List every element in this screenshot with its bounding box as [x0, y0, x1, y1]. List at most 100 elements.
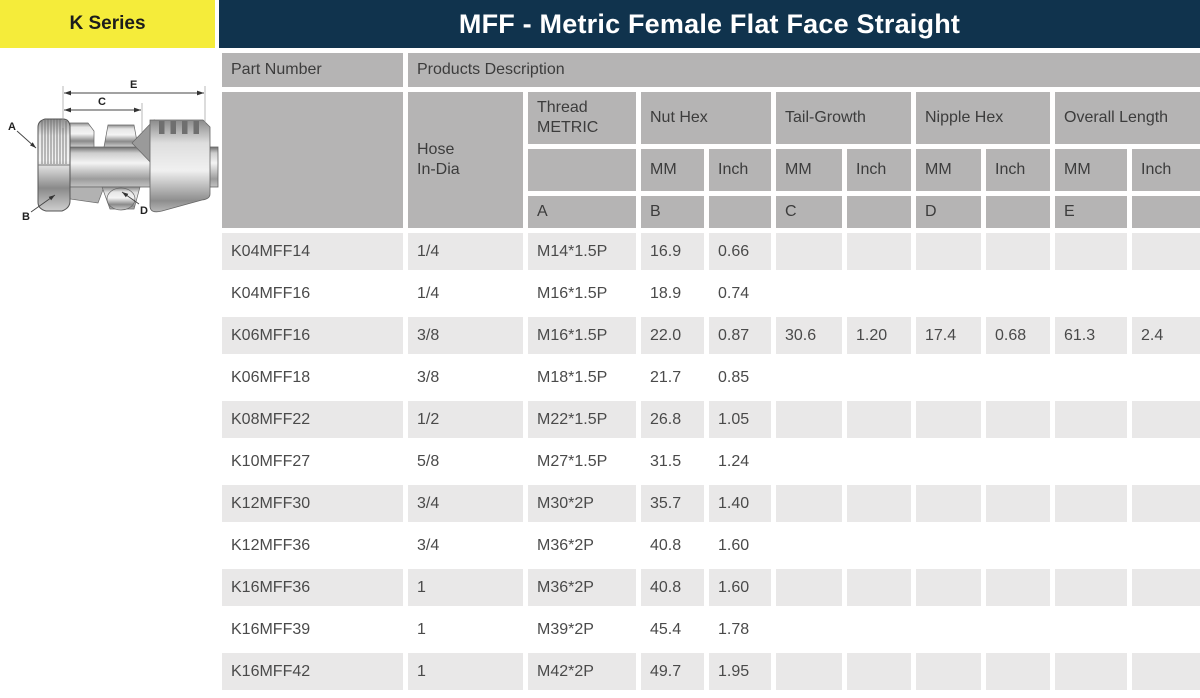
cell: 0.68: [986, 317, 1050, 354]
cell: M27*1.5P: [537, 452, 608, 470]
cell: [916, 485, 981, 522]
cell: K12MFF30: [222, 485, 403, 522]
col-group-nipple-hex: Nipple Hex: [916, 92, 1050, 144]
cell: 2.4: [1132, 317, 1200, 354]
table-body: K04MFF14 1/4 M14*1.5P 16.9 0.66 K04MFF16 1/4 M1…: [222, 233, 1200, 690]
cell: [776, 275, 842, 312]
table-row: K04MFF14 1/4 M14*1.5P 16.9 0.66: [222, 233, 1200, 270]
cell: [916, 233, 981, 270]
cell: M39*2P: [537, 620, 594, 638]
cell: [776, 443, 842, 480]
cell: 3/8: [417, 368, 440, 386]
col-header-hose-in-dia: Hose In-Dia: [408, 92, 523, 228]
cell: [986, 401, 1050, 438]
cell: K16MFF36: [222, 569, 403, 606]
cell: [1132, 611, 1200, 648]
fitting-nipple-knob: [106, 187, 136, 211]
cell: 45.4: [650, 620, 682, 638]
table-row: K16MFF39 1 M39*2P 45.4 1.78: [222, 611, 1200, 648]
cell: [1132, 359, 1200, 396]
cell: [986, 569, 1050, 606]
cell: K10MFF27: [231, 452, 311, 470]
table-row: K06MFF16 3/8 M16*1.5P 22.0 0.87 30.6 1.20 17.4 0…: [222, 317, 1200, 354]
cell: K12MFF36: [231, 536, 311, 554]
ref-letter-cell: [709, 196, 771, 228]
cell: [776, 401, 842, 438]
cell: [916, 527, 981, 564]
cell: 49.7: [641, 653, 704, 690]
col-header-unit: Inch: [847, 149, 911, 191]
table-row: K06MFF18 3/8 M18*1.5P 21.7 0.85: [222, 359, 1200, 396]
table-row: K04MFF16 1/4 M16*1.5P 18.9 0.74: [222, 275, 1200, 312]
cell: M36*2P: [537, 536, 594, 554]
cell: [847, 485, 911, 522]
cell: 16.9: [641, 233, 704, 270]
cell: [986, 233, 1050, 270]
hose-label-line1: Hose: [417, 141, 455, 158]
dim-label-a: A: [8, 121, 16, 133]
page-title: MFF - Metric Female Flat Face Straight: [458, 8, 961, 39]
cell: [986, 611, 1050, 648]
cell: [1132, 653, 1200, 690]
cell: 1.60: [709, 569, 771, 606]
series-badge-label: K Series: [69, 13, 146, 34]
cell: [1055, 653, 1127, 690]
cell: M16*1.5P: [537, 284, 608, 302]
cell: [1055, 527, 1127, 564]
cell: [916, 443, 981, 480]
cell: [847, 611, 911, 648]
fitting-nut-knurling: [41, 119, 67, 164]
col-header-unit: Inch: [1132, 149, 1200, 191]
cell: 3/4: [408, 485, 523, 522]
cell: [776, 359, 842, 396]
leader-line-a: [16, 130, 37, 149]
cell: 30.6: [776, 317, 842, 354]
cell: 3/8: [408, 317, 523, 354]
cell: 1.60: [718, 536, 750, 554]
col-header-products-description: Products Description: [408, 53, 1200, 87]
cell: [1055, 485, 1127, 522]
cell: [916, 569, 981, 606]
cell: 5/8: [417, 452, 440, 470]
table-row: K12MFF30 3/4 M30*2P 35.7 1.40: [222, 485, 1200, 522]
ref-letter-cell: [986, 196, 1050, 228]
ref-letter-cell: A: [528, 196, 636, 228]
dim-label-c: C: [98, 96, 106, 108]
ref-letter-cell: C: [776, 196, 842, 228]
cell: 1: [417, 620, 426, 638]
dim-label-b: B: [22, 211, 30, 223]
cell: [847, 653, 911, 690]
cell: [986, 443, 1050, 480]
header-empty-thread: [528, 149, 636, 191]
dim-extension-lines: [62, 86, 206, 132]
cell: [1055, 611, 1127, 648]
cell: [847, 233, 911, 270]
table-row: K16MFF42 1 M42*2P 49.7 1.95: [222, 653, 1200, 690]
cell: 0.85: [718, 368, 750, 386]
cell: K16MFF39: [231, 620, 311, 638]
cell: [986, 275, 1050, 312]
cell: 1/2: [408, 401, 523, 438]
cell: 1.20: [847, 317, 911, 354]
cell: K06MFF16: [222, 317, 403, 354]
spec-table: Part Number Products Description Hose In…: [217, 48, 1200, 695]
cell: 18.9: [650, 284, 682, 302]
cell: [986, 527, 1050, 564]
cell: 61.3: [1055, 317, 1127, 354]
header-row-ref-letters: A B C D E: [222, 196, 1200, 228]
header-row-units: MM Inch MM Inch MM Inch MM Inch: [222, 149, 1200, 191]
cell: [847, 527, 911, 564]
cell: 40.8: [650, 536, 682, 554]
cell: [1132, 443, 1200, 480]
table-row: K12MFF36 3/4 M36*2P 40.8 1.60: [222, 527, 1200, 564]
col-header-unit: MM: [641, 149, 704, 191]
col-header-thread-metric: Thread METRIC: [528, 92, 636, 144]
cell: 40.8: [641, 569, 704, 606]
cell: M16*1.5P: [528, 317, 636, 354]
cell: 21.7: [650, 368, 682, 386]
cell: [916, 653, 981, 690]
spec-table-container: Part Number Products Description Hose In…: [217, 48, 1200, 695]
fitting-drawing-svg: E C A B D: [8, 79, 219, 223]
cell: [986, 359, 1050, 396]
hose-label-line2: In-Dia: [417, 161, 460, 178]
